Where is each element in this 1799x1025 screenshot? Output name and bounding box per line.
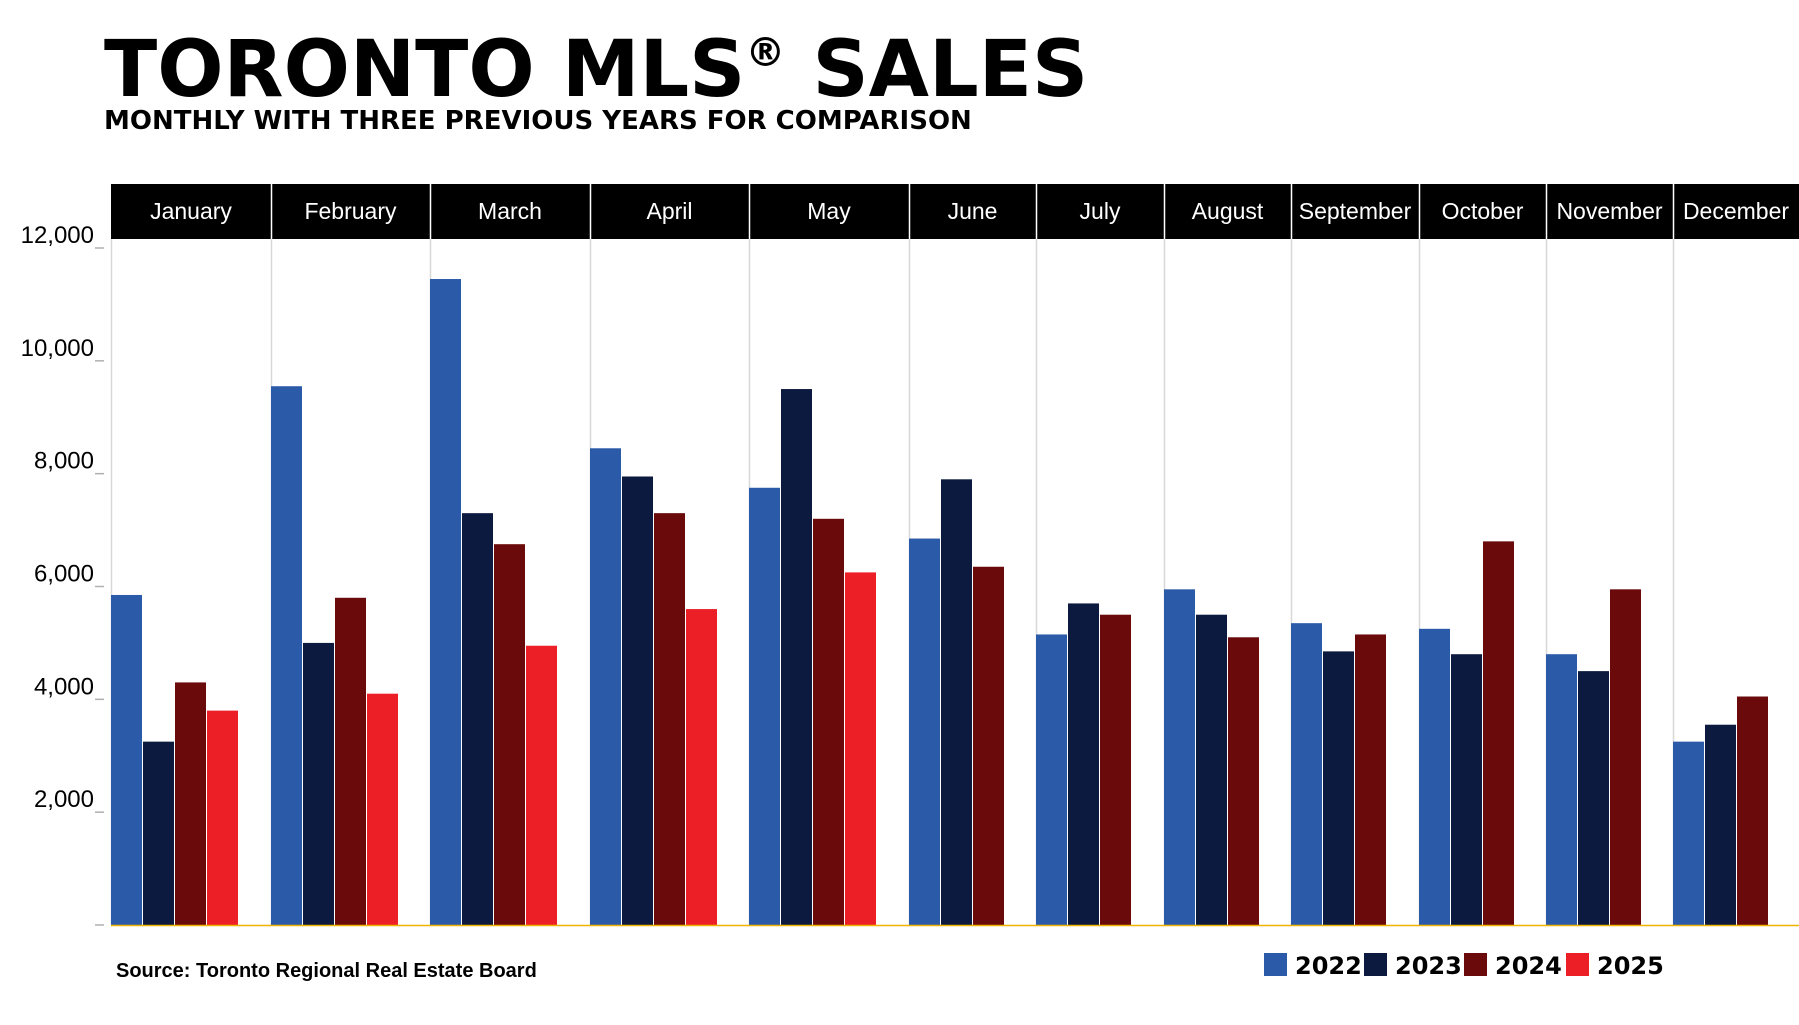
bar-march-2022 bbox=[430, 279, 461, 925]
month-label-october: October bbox=[1442, 198, 1524, 224]
month-header-band: January February March April May June July Augu… bbox=[111, 184, 1799, 239]
bar-march-2023 bbox=[462, 513, 493, 925]
bar-october-2023 bbox=[1451, 654, 1482, 925]
bar-november-2023 bbox=[1578, 671, 1609, 925]
bar-december-2023 bbox=[1705, 724, 1736, 925]
chart-title-registered-mark: ® bbox=[745, 30, 785, 76]
bar-february-2023 bbox=[303, 642, 334, 925]
y-tick-label: 8,000 bbox=[34, 448, 94, 475]
legend: 2022 2023 2024 2025 bbox=[1264, 952, 1664, 980]
bar-september-2024 bbox=[1355, 634, 1386, 925]
bar-august-2024 bbox=[1228, 637, 1259, 925]
bar-september-2022 bbox=[1291, 623, 1322, 925]
month-label-june: June bbox=[948, 198, 998, 224]
y-tick-label: 4,000 bbox=[34, 673, 94, 700]
bar-june-2024 bbox=[973, 566, 1004, 925]
bar-april-2025 bbox=[686, 609, 717, 925]
legend-swatch-2022 bbox=[1264, 953, 1287, 976]
chart-title-suffix: SALES bbox=[785, 25, 1088, 115]
bar-june-2023 bbox=[941, 479, 972, 925]
bar-march-2025 bbox=[526, 645, 557, 925]
bar-january-2023 bbox=[143, 741, 174, 925]
bar-february-2022 bbox=[271, 386, 302, 925]
legend-label-2023: 2023 bbox=[1395, 952, 1462, 980]
y-tick-label: 6,000 bbox=[34, 561, 94, 588]
bar-may-2024 bbox=[813, 518, 844, 925]
bar-january-2022 bbox=[111, 594, 142, 925]
bars bbox=[111, 279, 1768, 926]
bar-april-2024 bbox=[654, 513, 685, 925]
bar-august-2022 bbox=[1164, 589, 1195, 925]
bar-august-2023 bbox=[1196, 614, 1227, 925]
legend-label-2022: 2022 bbox=[1295, 952, 1362, 980]
month-label-september: September bbox=[1299, 198, 1412, 224]
header-band-background bbox=[111, 184, 1799, 239]
chart-subtitle: MONTHLY WITH THREE PREVIOUS YEARS FOR CO… bbox=[104, 106, 972, 136]
y-tick-label: 12,000 bbox=[21, 222, 94, 249]
bar-november-2024 bbox=[1610, 589, 1641, 925]
bar-february-2024 bbox=[335, 597, 366, 925]
legend-label-2024: 2024 bbox=[1495, 952, 1562, 980]
month-label-december: December bbox=[1683, 198, 1789, 224]
bar-december-2022 bbox=[1673, 741, 1704, 925]
source-note: Source: Toronto Regional Real Estate Boa… bbox=[116, 960, 537, 982]
month-label-april: April bbox=[646, 198, 692, 224]
bar-may-2023 bbox=[781, 389, 812, 926]
month-label-january: January bbox=[150, 198, 232, 224]
month-label-july: July bbox=[1080, 198, 1121, 224]
bar-april-2022 bbox=[590, 448, 621, 925]
bar-march-2024 bbox=[494, 544, 525, 925]
bar-october-2022 bbox=[1419, 628, 1450, 925]
legend-label-2025: 2025 bbox=[1597, 952, 1664, 980]
chart-title-main: TORONTO MLS bbox=[104, 25, 745, 115]
legend-swatch-2024 bbox=[1464, 953, 1487, 976]
bar-july-2023 bbox=[1068, 603, 1099, 925]
bar-april-2023 bbox=[622, 476, 653, 925]
bar-january-2024 bbox=[175, 682, 206, 925]
legend-swatch-2025 bbox=[1566, 953, 1589, 976]
bar-may-2025 bbox=[845, 572, 876, 925]
month-label-november: November bbox=[1556, 198, 1662, 224]
bar-december-2024 bbox=[1737, 696, 1768, 925]
month-label-february: February bbox=[304, 198, 397, 224]
y-tick-label: 2,000 bbox=[34, 786, 94, 813]
y-axis: 2,000 4,000 6,000 8,000 10,000 12,000 bbox=[21, 222, 104, 926]
bar-september-2023 bbox=[1323, 651, 1354, 925]
bar-june-2022 bbox=[909, 538, 940, 925]
bar-july-2024 bbox=[1100, 614, 1131, 925]
chart-title: TORONTO MLS® SALES bbox=[104, 25, 1088, 115]
month-label-august: August bbox=[1192, 198, 1264, 224]
legend-swatch-2023 bbox=[1364, 953, 1387, 976]
month-label-may: May bbox=[807, 198, 851, 224]
bar-january-2025 bbox=[207, 710, 238, 925]
y-tick-label: 10,000 bbox=[21, 335, 94, 362]
bar-october-2024 bbox=[1483, 541, 1514, 925]
bar-july-2022 bbox=[1036, 634, 1067, 925]
bar-may-2022 bbox=[749, 487, 780, 925]
bar-november-2022 bbox=[1546, 654, 1577, 925]
month-label-march: March bbox=[478, 198, 542, 224]
bar-february-2025 bbox=[367, 693, 398, 925]
